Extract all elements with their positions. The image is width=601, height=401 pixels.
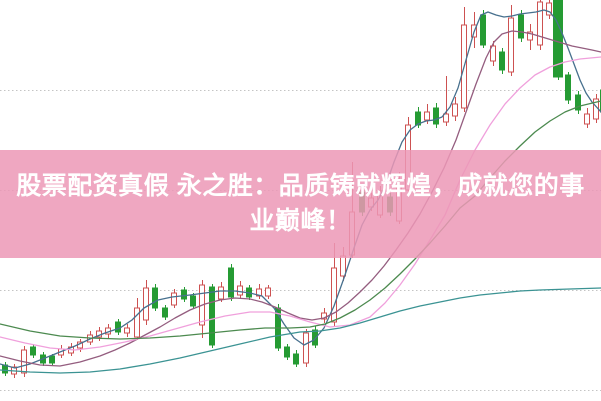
candle-body bbox=[553, 0, 563, 78]
candle-down bbox=[209, 284, 215, 348]
candle-body bbox=[415, 111, 421, 126]
candle-body bbox=[265, 287, 271, 297]
candle-body bbox=[433, 107, 439, 125]
ma-slow-teal-line bbox=[0, 287, 601, 374]
candle-up bbox=[199, 280, 205, 338]
banner-title-line1: 股票配资真假 永之胜：品质铸就辉煌，成就您的事 bbox=[16, 172, 585, 200]
candle-down bbox=[565, 72, 571, 104]
candle-up bbox=[134, 298, 140, 340]
candle-down bbox=[181, 287, 187, 302]
candle-up bbox=[490, 41, 496, 66]
candle-body bbox=[115, 321, 121, 333]
candle-body bbox=[527, 31, 533, 41]
candle-body bbox=[508, 17, 514, 73]
candle-body bbox=[181, 289, 187, 300]
candle-body bbox=[134, 307, 140, 338]
ma-green-line bbox=[0, 100, 601, 340]
candle-down bbox=[518, 10, 524, 42]
candle-body bbox=[312, 329, 318, 346]
candle-down bbox=[228, 264, 234, 301]
candle-up bbox=[527, 24, 533, 50]
candle-body bbox=[284, 346, 290, 358]
candle-down bbox=[480, 10, 486, 48]
candle-body bbox=[152, 287, 158, 309]
candle-body bbox=[209, 286, 215, 346]
candle-down bbox=[162, 305, 168, 320]
candle-body bbox=[162, 307, 168, 318]
candle-body bbox=[237, 285, 243, 296]
promo-banner: 股票配资真假 永之胜：品质铸就辉煌，成就您的事 业巅峰！ bbox=[0, 150, 601, 258]
candle-body bbox=[490, 45, 496, 62]
candle-body bbox=[49, 355, 55, 364]
candle-body bbox=[565, 74, 571, 101]
candle-up bbox=[452, 97, 458, 121]
ma-mid-purple-line bbox=[0, 30, 601, 367]
candle-up bbox=[303, 329, 309, 367]
candle-body bbox=[124, 327, 130, 334]
candle-body bbox=[340, 255, 346, 277]
candle-body bbox=[518, 14, 524, 39]
candle-body bbox=[575, 94, 581, 111]
candle-up bbox=[237, 281, 243, 298]
candle-body bbox=[584, 113, 590, 125]
candle-down bbox=[115, 319, 121, 335]
candle-up bbox=[321, 308, 327, 323]
candle-body bbox=[143, 287, 149, 321]
candle-down bbox=[152, 284, 158, 311]
candle-down bbox=[30, 344, 36, 358]
candle-body bbox=[171, 292, 177, 306]
candle-body bbox=[321, 312, 327, 320]
candle-body bbox=[331, 267, 337, 323]
candle-down bbox=[312, 326, 318, 348]
candle-up bbox=[218, 282, 224, 302]
candle-body bbox=[443, 113, 449, 123]
candle-body bbox=[303, 332, 309, 364]
candle-body bbox=[30, 346, 36, 356]
candle-down bbox=[553, 0, 563, 80]
candle-up bbox=[143, 280, 149, 325]
candle-body bbox=[256, 288, 262, 297]
candle-body bbox=[452, 103, 458, 117]
candle-up bbox=[546, 0, 552, 19]
candle-up bbox=[584, 108, 590, 128]
candle-body bbox=[480, 14, 486, 46]
banner-title-line2: 业巅峰！ bbox=[249, 207, 352, 235]
candle-down bbox=[2, 362, 8, 376]
candle-up bbox=[256, 284, 262, 299]
candle-up bbox=[171, 289, 177, 308]
candle-down bbox=[293, 350, 299, 367]
candle-body bbox=[190, 295, 196, 307]
candle-down bbox=[284, 344, 290, 360]
ma-pink-line bbox=[0, 56, 601, 351]
candle-body bbox=[293, 353, 299, 365]
candle-up bbox=[508, 5, 514, 76]
candle-up bbox=[443, 76, 449, 126]
candle-down bbox=[190, 293, 196, 309]
candle-body bbox=[537, 1, 543, 46]
candle-down bbox=[499, 48, 505, 74]
candle-body bbox=[424, 111, 430, 121]
candle-down bbox=[49, 354, 55, 366]
candle-up bbox=[537, 0, 543, 50]
candle-body bbox=[499, 51, 505, 71]
candle-up bbox=[265, 285, 271, 299]
candle-body bbox=[546, 2, 552, 16]
candle-up bbox=[471, 12, 477, 48]
candle-body bbox=[228, 267, 234, 298]
candle-down bbox=[433, 103, 439, 128]
candle-body bbox=[218, 286, 224, 300]
candle-down bbox=[575, 91, 581, 114]
candle-up bbox=[124, 324, 130, 337]
